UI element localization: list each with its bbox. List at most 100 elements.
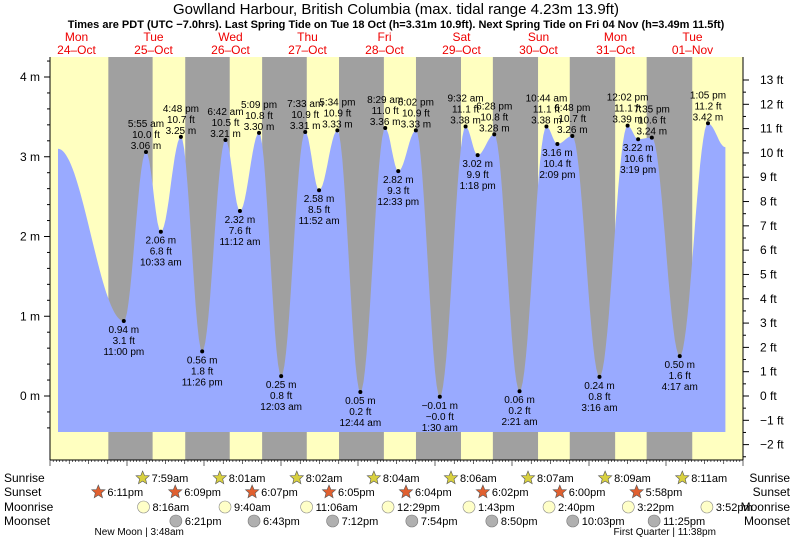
low-tide-m: 2.32 m — [225, 215, 256, 226]
y-tick-label-ft: 11 ft — [760, 122, 783, 136]
moonrise-icon — [622, 500, 635, 514]
tide-point — [335, 128, 340, 133]
y-tick-label-ft: −2 ft — [760, 438, 784, 452]
high-tide-time: 1:05 pm — [690, 90, 726, 101]
day-of-week-label: Fri — [378, 30, 392, 44]
high-tide-ft: 10.7 ft — [167, 115, 195, 126]
low-tide-m: 3.02 m — [462, 159, 493, 170]
high-tide-time: 5:34 pm — [319, 97, 355, 108]
high-tide-time: 7:33 am — [287, 99, 323, 110]
date-label: 29–Oct — [442, 43, 481, 57]
moonrise-time: 9:40am — [234, 502, 271, 514]
moonset-time: 11:25pm — [663, 516, 705, 528]
low-tide-m: 2.06 m — [146, 236, 177, 247]
date-label: 31–Oct — [596, 43, 635, 57]
tide-point — [625, 123, 630, 128]
sunset-icon — [321, 484, 337, 499]
moonrise-icon — [300, 500, 313, 514]
low-tide-m: 0.25 m — [266, 380, 297, 391]
low-tide-m: −0.01 m — [422, 401, 458, 412]
tide-point — [303, 130, 308, 135]
sunrise-icon — [597, 470, 613, 485]
row-label-left-sunrise: Sunrise — [4, 471, 45, 485]
moon-phase-label: New Moon | 3:48am — [95, 527, 184, 538]
row-label-right-sunrise: Sunrise — [749, 471, 790, 485]
high-tide-m: 3.25 m — [166, 126, 197, 137]
date-label: 28–Oct — [365, 43, 404, 57]
tide-point — [437, 394, 442, 399]
high-tide-ft: 10.8 ft — [245, 111, 273, 122]
date-label: 27–Oct — [288, 43, 327, 57]
sunrise-icon — [212, 470, 228, 485]
moonrise-icon — [542, 500, 556, 514]
high-tide-time: 8:29 am — [367, 95, 403, 106]
y-tick-label-m: 1 m — [20, 309, 40, 323]
chart-title: Gowlland Harbour, British Columbia (max.… — [173, 1, 619, 18]
low-tide-time: 11:52 am — [299, 216, 340, 227]
low-tide-time: 10:33 am — [140, 258, 182, 269]
sunset-time: 6:09pm — [184, 487, 221, 499]
high-tide-ft: 11.0 ft — [372, 106, 399, 117]
tide-point — [143, 149, 148, 154]
low-tide-ft: 0.2 ft — [349, 407, 371, 418]
sunset-time: 6:00pm — [569, 487, 606, 499]
high-tide-ft: 10.9 ft — [291, 110, 319, 121]
high-tide-m: 3.39 m — [612, 115, 643, 126]
sunset-icon — [629, 484, 645, 499]
tide-point — [597, 374, 602, 379]
high-tide-m: 3.21 m — [210, 129, 241, 140]
high-tide-m: 3.24 m — [637, 127, 668, 138]
y-tick-label-ft: 6 ft — [760, 243, 777, 257]
y-tick-label-m: 0 m — [20, 389, 40, 403]
low-tide-time: 3:16 am — [581, 403, 617, 414]
moonset-icon — [485, 514, 499, 528]
high-tide-m: 3.42 m — [693, 112, 724, 123]
low-tide-time: 11:26 pm — [182, 377, 223, 388]
row-label-left-sunset: Sunset — [4, 485, 42, 499]
row-label-right-moonset: Moonset — [744, 514, 791, 528]
y-tick-label-ft: 2 ft — [760, 340, 777, 354]
moonrise-icon — [700, 500, 714, 514]
sunset-time: 6:05pm — [338, 487, 375, 499]
sunrise-icon — [366, 470, 382, 485]
low-tide-time: 12:44 am — [340, 418, 382, 429]
date-label: 24–Oct — [57, 43, 96, 57]
y-tick-label-m: 3 m — [20, 150, 40, 164]
low-tide-ft: 3.1 ft — [113, 336, 135, 347]
high-tide-m: 3.33 m — [322, 119, 353, 130]
tide-point — [705, 121, 710, 126]
low-tide-ft: 8.5 ft — [308, 205, 330, 216]
moonrise-time: 3:52pm — [716, 502, 753, 514]
sunset-icon — [552, 484, 568, 499]
low-tide-time: 3:19 pm — [620, 165, 656, 176]
moonrise-time: 12:29pm — [397, 502, 440, 514]
sunset-time: 6:07pm — [261, 487, 298, 499]
low-tide-m: 0.56 m — [187, 355, 218, 366]
moonrise-time: 3:22pm — [637, 502, 674, 514]
sunrise-icon — [674, 470, 690, 485]
low-tide-ft: −0.0 ft — [426, 412, 454, 423]
tide-point — [237, 208, 242, 213]
moonrise-time: 2:40pm — [558, 502, 595, 514]
sunrise-time: 8:01am — [229, 473, 266, 485]
sunrise-icon — [289, 470, 305, 485]
tide-point — [223, 138, 228, 143]
day-of-week-label: Tue — [143, 30, 164, 44]
low-tide-m: 2.58 m — [304, 194, 335, 205]
moonset-time: 10:03pm — [582, 516, 625, 528]
high-tide-ft: 11.1 ft — [614, 104, 641, 115]
sunrise-time: 8:06am — [460, 473, 497, 485]
low-tide-m: 0.06 m — [504, 395, 535, 406]
tide-point — [555, 141, 560, 146]
y-tick-label-ft: 4 ft — [760, 292, 777, 306]
moonrise-time: 8:16am — [153, 502, 190, 514]
tide-point — [636, 137, 641, 142]
sunset-time: 6:11pm — [107, 487, 143, 499]
row-label-right-sunset: Sunset — [753, 485, 791, 499]
moonrise-time: 1:43pm — [478, 502, 515, 514]
day-of-week-label: Thu — [297, 30, 318, 44]
high-tide-ft: 11.1 ft — [452, 104, 479, 115]
y-tick-label-ft: 5 ft — [760, 267, 777, 281]
sunrise-time: 8:02am — [306, 473, 343, 485]
